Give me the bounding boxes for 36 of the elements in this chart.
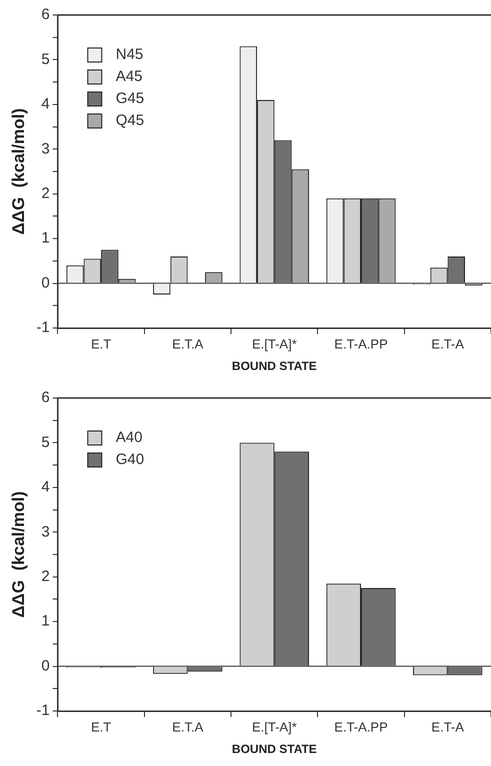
y-tick-label: 0 (41, 657, 50, 674)
y-tick-label: 3 (41, 140, 50, 158)
y-tick-label: -1 (36, 319, 50, 336)
x-tick-label: E.T.A (172, 719, 204, 734)
y-tick-label: 0 (41, 274, 50, 292)
legend-label: G45 (116, 90, 144, 108)
y-tick-label: 1 (41, 612, 50, 630)
y-tick-label: 2 (41, 568, 50, 585)
legend-label: A45 (116, 68, 142, 86)
x-axis-title: BOUND STATE (232, 359, 317, 374)
x-axis-title: BOUND STATE (232, 742, 317, 756)
x-tick-label: E.T.A (172, 336, 204, 352)
y-tick-label: 4 (41, 96, 50, 113)
y-tick-label: 5 (41, 434, 50, 451)
y-axis-title: ΔΔG (kcal/mol) (8, 108, 28, 235)
x-tick-label: E.T (90, 719, 112, 734)
y-tick-label: 2 (41, 185, 50, 202)
legend-label: G40 (116, 451, 144, 468)
y-tick-label: 4 (41, 478, 50, 496)
x-tick-label: E.T-A.PP (334, 719, 388, 734)
y-tick-label: 6 (41, 6, 50, 24)
x-tick-label: E.T-A (431, 719, 464, 734)
legend-label: Q45 (116, 112, 144, 130)
x-tick-label: E.T-A (431, 336, 464, 352)
y-tick-label: 3 (41, 523, 50, 540)
legend-label: N45 (116, 46, 144, 64)
y-tick-label: 6 (41, 389, 50, 406)
legend-label: A40 (116, 429, 142, 446)
y-axis-title: ΔΔG (kcal/mol) (8, 491, 28, 618)
y-tick-label: -1 (36, 702, 50, 720)
x-tick-label: E.T (90, 336, 112, 352)
y-tick-label: 1 (41, 230, 50, 247)
x-tick-label: E.T-A.PP (334, 336, 388, 352)
x-tick-label: E.[T-A]* (252, 719, 297, 734)
x-tick-label: E.[T-A]* (252, 336, 297, 352)
y-tick-label: 5 (41, 50, 50, 68)
